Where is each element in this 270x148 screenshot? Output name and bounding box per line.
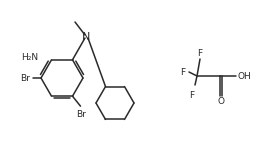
Text: F: F	[190, 91, 195, 100]
Text: OH: OH	[237, 71, 251, 81]
Text: Br: Br	[20, 74, 30, 82]
Text: Br: Br	[77, 110, 86, 119]
Text: F: F	[197, 49, 202, 58]
Text: O: O	[218, 98, 224, 107]
Text: H₂N: H₂N	[21, 53, 39, 62]
Text: F: F	[180, 67, 185, 77]
Text: N: N	[82, 32, 90, 42]
